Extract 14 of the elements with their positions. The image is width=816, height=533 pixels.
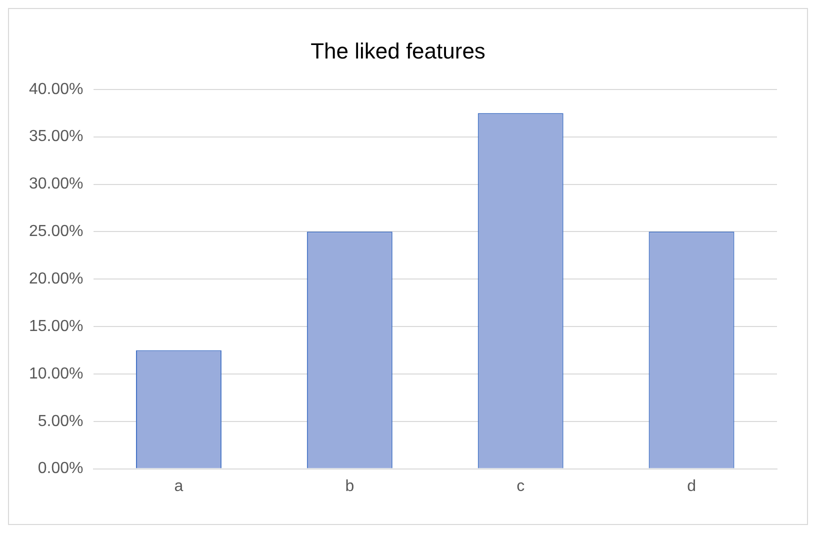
y-tick-label: 0.00%: [38, 460, 84, 478]
x-tick-label: c: [516, 478, 525, 495]
y-tick-label: 15.00%: [29, 318, 84, 335]
y-tick-label: 40.00%: [29, 80, 84, 98]
y-tick-label: 10.00%: [29, 365, 84, 382]
x-tick-label: d: [687, 478, 696, 495]
y-tick-label: 35.00%: [29, 128, 84, 146]
chart-title: The liked features: [310, 38, 486, 64]
x-tick-label: b: [345, 478, 354, 495]
y-tick-label: 5.00%: [38, 412, 84, 430]
y-tick-label: 25.00%: [29, 223, 84, 240]
y-tick-label: 30.00%: [29, 176, 84, 193]
x-tick-label: a: [174, 478, 184, 495]
y-tick-label: 20.00%: [29, 270, 84, 288]
